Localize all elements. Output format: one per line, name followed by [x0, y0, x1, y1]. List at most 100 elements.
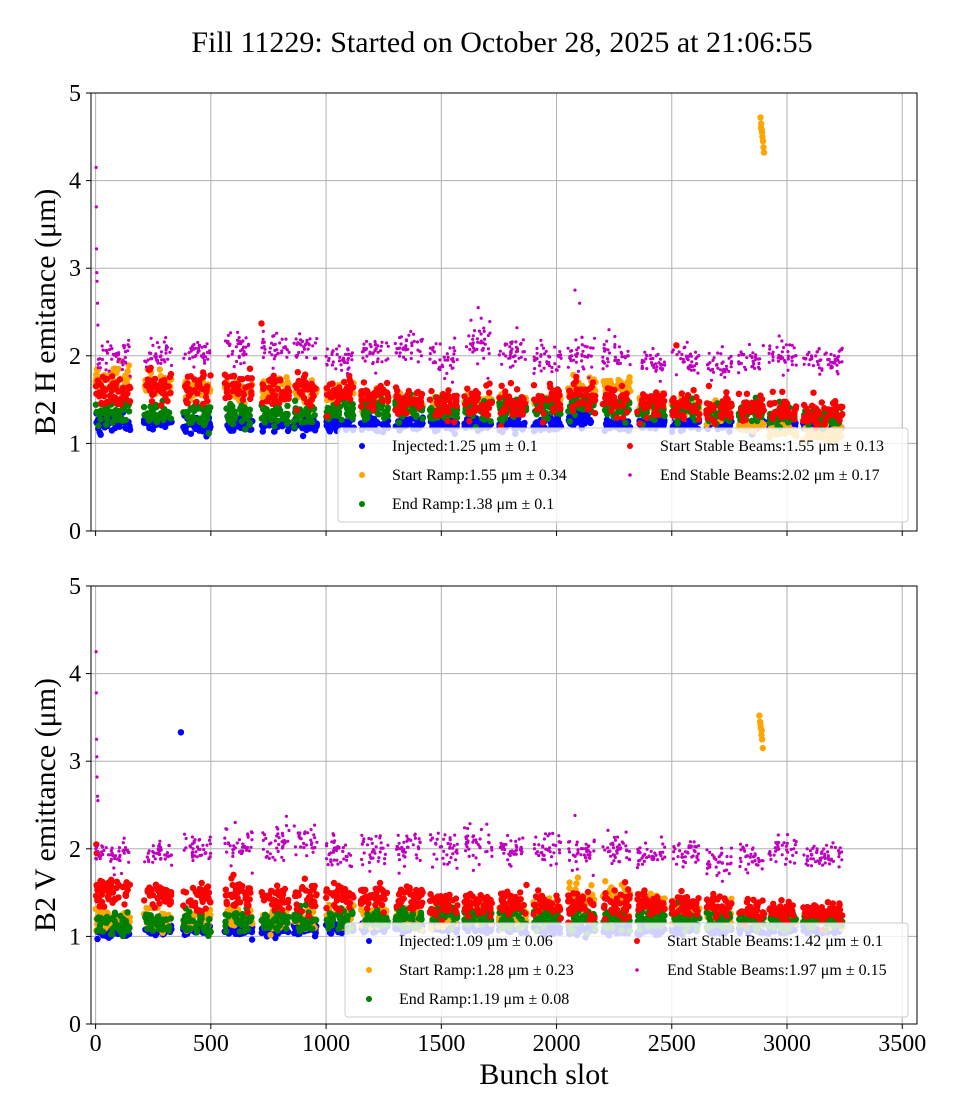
point-3-0-40: [127, 384, 134, 392]
point-4-7-13: [364, 339, 369, 343]
point-3-0-30: [106, 397, 114, 405]
point-4-6-16: [325, 362, 329, 366]
point-3-17-27: [727, 413, 735, 421]
point-4-15-13: [658, 379, 662, 383]
point-3-5-30: [310, 383, 317, 391]
point-3-10-36: [480, 401, 487, 408]
point-4-16-31: [692, 368, 696, 372]
point-3-9-23: [434, 394, 441, 401]
point-4-19-14: [780, 339, 784, 343]
point-4-15-7: [645, 367, 649, 371]
point-0-1-29: [146, 424, 153, 432]
point-4-4-23: [279, 351, 283, 355]
point-4-8-4: [419, 354, 423, 358]
point-4-6-34: [346, 356, 350, 360]
point-4-11-9: [515, 326, 519, 330]
point-4-2-25: [187, 351, 191, 355]
point-4-1-14: [159, 361, 163, 365]
point-4-10-35: [476, 340, 480, 344]
point-0-15-36: [645, 420, 653, 427]
point-4-4-16: [260, 346, 264, 350]
outlier-3-1: [673, 342, 680, 349]
point-4-1-10: [164, 351, 168, 355]
point-4-18-4: [747, 342, 752, 347]
point-3-16-33: [674, 400, 681, 408]
point-4-20-49: [833, 360, 837, 364]
point-2-5-20: [291, 424, 298, 431]
point-4-5-30: [313, 341, 317, 345]
point-4-10-19: [471, 337, 475, 341]
point-4-9-20: [442, 355, 446, 359]
point-4-1-18: [169, 363, 174, 368]
point-4-2-17: [196, 346, 201, 350]
point-4-17-3: [716, 351, 720, 355]
point-4-13-13: [566, 365, 570, 369]
point-4-19-22: [786, 350, 790, 354]
point-4-9-17: [448, 363, 453, 368]
point-4-18-30: [756, 365, 761, 369]
point-4-20-44: [818, 372, 822, 376]
point-4-1-29: [164, 336, 168, 340]
point-3-15-18: [650, 411, 658, 418]
point-4-8-29: [418, 349, 422, 354]
point-4-20-2: [802, 362, 806, 366]
point-4-7-31: [380, 340, 384, 344]
point-3-9-31: [426, 396, 434, 403]
point-4-9-24: [428, 352, 432, 356]
point-4-19-13: [783, 359, 787, 363]
point-3-14-21: [599, 401, 607, 408]
point-4-19-32: [781, 373, 785, 377]
point-4-20-45: [829, 352, 833, 356]
point-3-16-37: [696, 410, 703, 418]
legend-marker-0: [359, 443, 365, 449]
point-4-15-25: [658, 357, 663, 361]
point-3-13-31: [571, 391, 578, 399]
point-3-17-30: [719, 398, 726, 405]
point-3-18-32: [738, 411, 746, 418]
point-3-1-34: [165, 383, 172, 390]
point-2-5-5: [291, 397, 299, 404]
point-4-10-26: [477, 329, 481, 333]
point-4-12-8: [534, 358, 538, 362]
point-4-20-15: [827, 357, 831, 361]
point-4-17-26: [709, 378, 714, 382]
point-4-13-31: [570, 354, 574, 358]
point-4-9-29: [431, 361, 435, 365]
outlier-4-7: [476, 306, 480, 310]
point-4-1-5: [155, 341, 159, 345]
point-4-10-14: [469, 318, 473, 322]
point-4-6-30: [330, 363, 334, 367]
point-4-11-12: [511, 355, 515, 359]
point-4-2-9: [196, 340, 200, 345]
point-3-10-26: [486, 389, 493, 396]
point-4-1-19: [162, 340, 166, 344]
point-4-12-9: [538, 360, 542, 364]
point-3-9-28: [453, 402, 460, 410]
point-0-9-25: [436, 422, 443, 429]
point-4-15-12: [654, 354, 658, 358]
point-3-9-32: [437, 400, 444, 407]
outlier-0-0: [177, 729, 185, 736]
point-4-4-30: [272, 343, 276, 347]
point-3-1-30: [159, 386, 167, 393]
point-4-12-34: [545, 362, 550, 366]
point-3-16-36: [670, 411, 678, 418]
point-4-1-24: [153, 354, 157, 358]
point-4-9-5: [428, 357, 432, 361]
point-4-4-17: [284, 337, 288, 341]
point-3-1-36: [161, 376, 168, 384]
point-4-11-27: [501, 352, 505, 356]
point-4-6-0: [331, 360, 335, 364]
point-4-0-42: [96, 362, 100, 366]
point-4-11-17: [514, 340, 518, 344]
point-4-1-20: [164, 344, 169, 348]
y-axis-label-h: B2 H emitance (μm): [29, 189, 62, 436]
point-4-17-23: [729, 354, 733, 358]
point-2-9-35: [453, 410, 460, 417]
point-4-19-4: [777, 334, 781, 338]
point-3-14-12: [618, 382, 626, 390]
point-4-9-36: [445, 352, 449, 356]
point-4-18-26: [753, 366, 757, 370]
point-4-5-1: [294, 337, 298, 341]
point-4-7-12: [369, 345, 373, 349]
